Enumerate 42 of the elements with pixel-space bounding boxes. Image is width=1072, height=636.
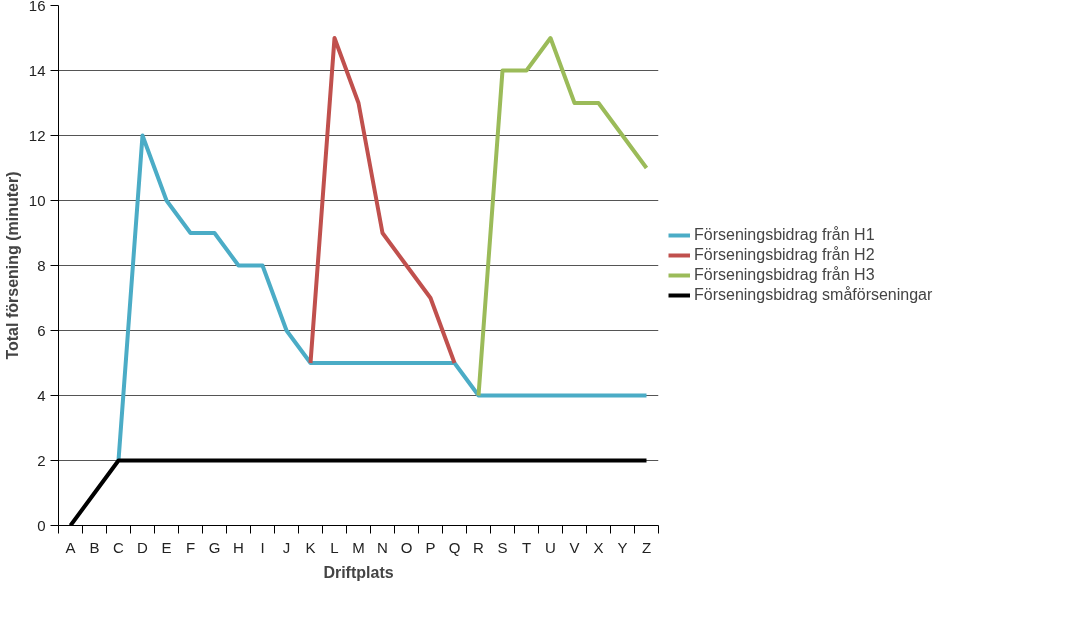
x-tick-label: P: [425, 538, 436, 556]
x-tick-label: L: [330, 538, 339, 556]
legend-label: Förseningsbidrag från H3: [694, 266, 875, 284]
y-tick-label: 12: [28, 126, 46, 144]
x-tick-label: M: [352, 538, 365, 556]
y-tick-label: 0: [37, 516, 46, 534]
x-axis-title: Driftplats: [323, 563, 394, 581]
x-tick-label: U: [545, 538, 556, 556]
x-tick-label: R: [473, 538, 485, 556]
x-tick-label: K: [305, 538, 316, 556]
y-tick-label: 8: [37, 256, 46, 274]
x-tick-label: G: [208, 538, 221, 556]
legend-label: Förseningsbidrag småförseningar: [694, 286, 933, 304]
y-tick-label: 10: [28, 191, 46, 209]
x-tick-label: C: [113, 538, 125, 556]
legend-label: Förseningsbidrag från H2: [694, 246, 875, 264]
y-tick-label: 6: [37, 321, 46, 339]
x-tick-label: T: [521, 538, 532, 556]
x-tick-label: B: [89, 538, 100, 556]
x-tick-label: Z: [641, 538, 652, 556]
y-tick-label: 14: [28, 61, 46, 79]
y-tick-label: 16: [28, 0, 46, 14]
x-tick-label: E: [161, 538, 172, 556]
legend-label: Förseningsbidrag från H1: [694, 226, 875, 244]
x-tick-label: Y: [617, 538, 628, 556]
x-tick-label: O: [400, 538, 413, 556]
y-axis-title: Total försening (minuter): [3, 171, 21, 360]
x-tick-label: X: [593, 538, 604, 556]
y-tick-label: 2: [37, 451, 46, 469]
x-tick-label: Q: [448, 538, 461, 556]
x-tick-label: S: [497, 538, 508, 556]
x-tick-label: I: [260, 538, 265, 556]
x-tick-label: H: [233, 538, 244, 556]
x-tick-label: J: [282, 538, 291, 556]
line-series: [308, 36, 457, 365]
x-tick-label: F: [185, 538, 196, 556]
y-tick-label: 4: [37, 386, 46, 404]
x-tick-label: A: [65, 538, 76, 556]
line-series: [476, 36, 649, 398]
x-tick-label: D: [137, 538, 149, 556]
x-tick-label: V: [569, 538, 580, 556]
x-tick-label: N: [377, 538, 388, 556]
